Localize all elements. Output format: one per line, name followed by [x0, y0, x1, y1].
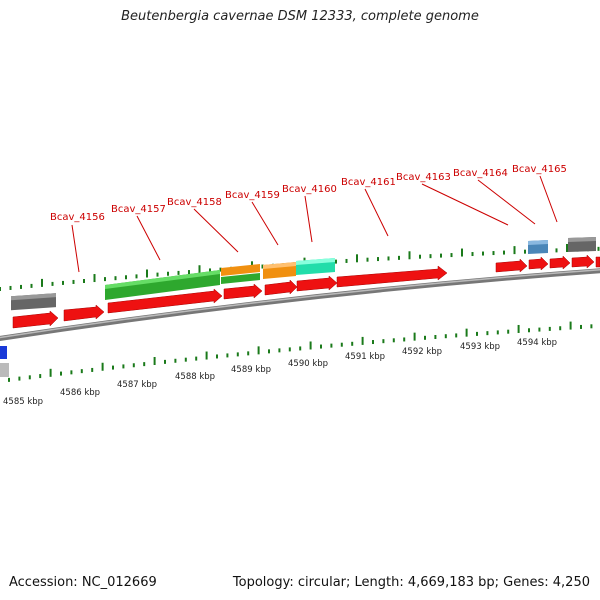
gene-label[interactable]: Bcav_4159	[225, 190, 280, 201]
scale-label: 4592 kbp	[402, 347, 442, 357]
blue-feature-top	[528, 240, 548, 245]
gene-label-connector	[421, 183, 509, 226]
green-feature-4157-top	[105, 270, 220, 289]
genome-title: Beutenbergia cavernae DSM 12333, complet…	[121, 9, 479, 24]
orange-feature-4158[interactable]	[221, 264, 260, 276]
gene-label[interactable]: Bcav_4165	[512, 164, 567, 175]
gene-label-connector	[251, 201, 279, 246]
gene-label-connector	[477, 179, 536, 225]
cds-arrow[interactable]	[107, 288, 223, 314]
scale-labels: 4585 kbp 4586 kbp 4587 kbp 4588 kbp 4589 kbp…	[3, 338, 557, 407]
gene-label[interactable]: Bcav_4160	[282, 184, 337, 195]
gene-label-connector	[136, 215, 161, 261]
cds-arrow[interactable]	[336, 265, 448, 288]
lower-tick-ruler	[8, 321, 593, 382]
gene-label[interactable]: Bcav_4158	[167, 197, 222, 208]
scale-label: 4589 kbp	[231, 365, 271, 375]
cds-arrows	[12, 254, 600, 329]
gene-label[interactable]: Bcav_4156	[50, 212, 105, 223]
scale-label: 4585 kbp	[3, 397, 43, 407]
scale-label: 4587 kbp	[117, 380, 157, 390]
accession-text: Accession: NC_012669	[9, 575, 157, 590]
scale-label: 4590 kbp	[288, 359, 328, 369]
teal-feature-4160-top	[296, 258, 335, 265]
cds-arrow[interactable]	[296, 275, 338, 292]
gene-label-connector	[71, 224, 80, 273]
gene-labels: Bcav_4156Bcav_4157Bcav_4158Bcav_4159Bcav…	[50, 164, 567, 273]
blue-feature-left[interactable]	[0, 346, 7, 359]
gene-label[interactable]: Bcav_4164	[453, 168, 508, 179]
light-grey-feature-left[interactable]	[0, 363, 9, 377]
cds-arrow[interactable]	[595, 256, 600, 268]
gene-label-connector	[364, 188, 389, 237]
scale-label: 4588 kbp	[175, 372, 215, 382]
gene-label[interactable]: Bcav_4161	[341, 177, 396, 188]
cds-arrow[interactable]	[63, 304, 105, 322]
cds-arrow[interactable]	[12, 310, 59, 329]
cds-arrow[interactable]	[264, 279, 298, 296]
cds-arrow[interactable]	[571, 254, 595, 269]
scale-label: 4593 kbp	[460, 342, 500, 352]
green-feature-4158[interactable]	[221, 273, 260, 284]
cds-arrow[interactable]	[549, 255, 571, 270]
cds-arrow[interactable]	[223, 283, 263, 300]
genome-backbone-highlight	[0, 268, 600, 339]
cds-arrow[interactable]	[528, 256, 549, 271]
genome-backbone	[0, 268, 600, 341]
genome-summary-text: Topology: circular; Length: 4,669,183 bp…	[232, 575, 590, 590]
scale-label: 4586 kbp	[60, 388, 100, 398]
grey-feature-top	[11, 293, 56, 301]
feature-row-upper	[11, 237, 596, 311]
gene-label-connector	[539, 175, 558, 223]
gene-label-connector	[193, 208, 239, 253]
gene-label-connector	[304, 195, 313, 243]
scale-label: 4591 kbp	[345, 352, 385, 362]
gene-label[interactable]: Bcav_4157	[111, 204, 166, 215]
orange-feature-4159-top	[263, 262, 296, 269]
gene-label[interactable]: Bcav_4163	[396, 172, 451, 183]
cds-arrow[interactable]	[495, 258, 528, 273]
scale-label: 4594 kbp	[517, 338, 557, 348]
grey-feature-right-top	[568, 237, 596, 242]
